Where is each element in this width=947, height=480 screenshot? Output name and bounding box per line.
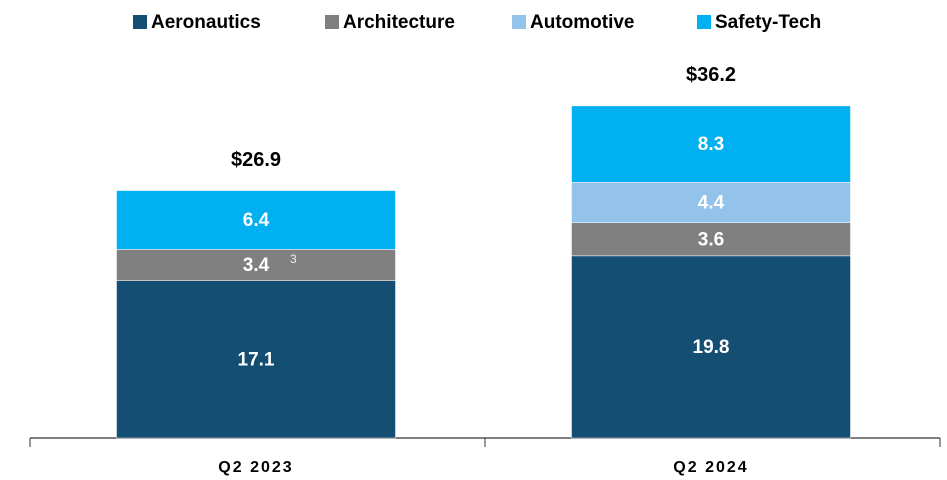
legend-swatch — [512, 15, 526, 29]
segment-label: 17.1 — [238, 349, 275, 370]
legend-label: Aeronautics — [151, 12, 261, 33]
bar-segment — [571, 182, 851, 223]
segment-label: 6.4 — [243, 210, 270, 231]
bar-segment — [571, 222, 851, 257]
legend-label: Safety-Tech — [715, 12, 821, 33]
legend-label: Architecture — [343, 12, 455, 33]
bar-segment — [571, 255, 851, 439]
legend-label: Automotive — [530, 12, 635, 33]
bar-segment — [116, 249, 396, 281]
bar-segment — [116, 190, 396, 250]
segment-label: 19.8 — [693, 337, 730, 358]
legend-swatch — [325, 15, 339, 29]
legend-swatch — [133, 15, 147, 29]
segment-label: 8.3 — [698, 134, 724, 155]
total-label: $36.2 — [686, 64, 736, 86]
x-tick-label: Q2 2023 — [218, 459, 293, 476]
total-label: $26.9 — [231, 149, 281, 171]
legend-swatch — [697, 15, 711, 29]
bar-segment — [116, 280, 396, 439]
segment-label: 3.6 — [698, 229, 724, 250]
segment-label: 3.4 — [243, 255, 270, 276]
footnote-marker: 3 — [290, 252, 297, 266]
x-tick-label: Q2 2024 — [673, 459, 748, 476]
segment-label: 4.4 — [698, 193, 725, 214]
bar-segment — [571, 105, 851, 183]
